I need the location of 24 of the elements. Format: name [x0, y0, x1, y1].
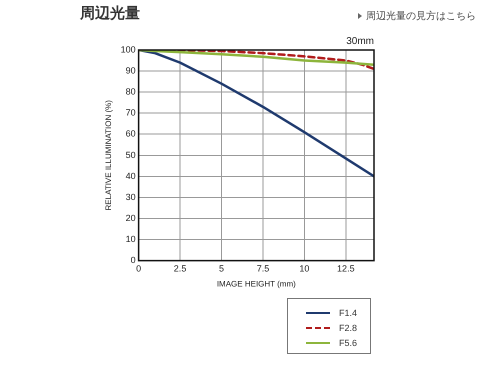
- x-tick-label: 10: [299, 263, 310, 274]
- y-tick-label: 40: [126, 170, 136, 181]
- chart-title: 周辺光量: [80, 4, 140, 23]
- legend-label: F5.6: [339, 338, 358, 348]
- y-tick-label: 100: [120, 44, 136, 54]
- y-tick-label: 70: [126, 108, 136, 118]
- text: 周辺光量の見方はこちら: [366, 10, 476, 23]
- y-tick-label: 10: [126, 234, 136, 244]
- x-axis-title: IMAGE HEIGHT (mm): [216, 279, 296, 288]
- chart-subtitle: 30mm: [346, 36, 374, 47]
- x-tick-label: 7.5: [256, 263, 270, 274]
- legend-label: F1.4: [339, 308, 358, 318]
- y-tick-label: 0: [130, 255, 136, 266]
- x-tick-label: 2.5: [174, 263, 186, 274]
- y-axis-title: RELATIVE ILLUMINATION (%): [104, 100, 114, 210]
- y-tick-label: 60: [126, 128, 136, 139]
- legend-label: F2.8: [339, 322, 358, 332]
- x-tick-label: 12.5: [337, 263, 355, 274]
- y-tick-label: 20: [126, 212, 136, 223]
- y-tick-label: 90: [126, 66, 136, 76]
- x-tick-label: 5: [218, 263, 224, 274]
- y-tick-label: 80: [126, 86, 136, 97]
- y-tick-label: 30: [126, 192, 136, 202]
- y-tick-label: 50: [126, 150, 136, 160]
